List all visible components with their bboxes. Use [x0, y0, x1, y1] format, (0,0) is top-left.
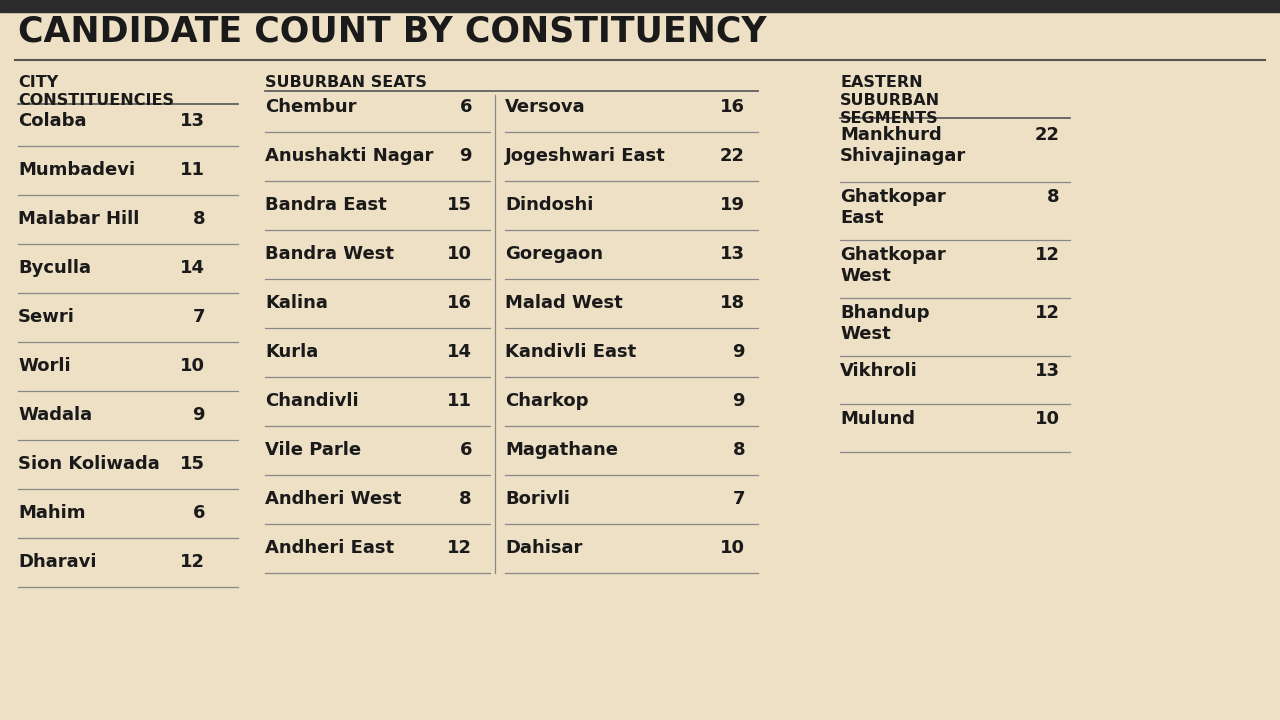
Text: Kalina: Kalina [265, 294, 328, 312]
Text: 14: 14 [180, 259, 205, 277]
Text: 8: 8 [460, 490, 472, 508]
Text: 7: 7 [732, 490, 745, 508]
Text: 12: 12 [1036, 246, 1060, 264]
Text: Bhandup
West: Bhandup West [840, 304, 929, 343]
Text: 8: 8 [192, 210, 205, 228]
Text: 9: 9 [732, 343, 745, 361]
Text: CANDIDATE COUNT BY CONSTITUENCY: CANDIDATE COUNT BY CONSTITUENCY [18, 15, 767, 49]
Text: 7: 7 [192, 308, 205, 326]
Text: Dharavi: Dharavi [18, 553, 96, 571]
Text: 9: 9 [192, 406, 205, 424]
Text: 8: 8 [732, 441, 745, 459]
Text: 19: 19 [719, 196, 745, 214]
Text: Worli: Worli [18, 357, 70, 375]
Text: Jogeshwari East: Jogeshwari East [506, 147, 666, 165]
Text: Bandra West: Bandra West [265, 245, 394, 263]
Text: 6: 6 [460, 98, 472, 116]
Text: Bandra East: Bandra East [265, 196, 387, 214]
Text: 16: 16 [447, 294, 472, 312]
Text: 10: 10 [447, 245, 472, 263]
Text: Anushakti Nagar: Anushakti Nagar [265, 147, 434, 165]
Text: Dindoshi: Dindoshi [506, 196, 594, 214]
Text: CITY
CONSTITUENCIES: CITY CONSTITUENCIES [18, 75, 174, 108]
Text: 6: 6 [192, 504, 205, 522]
Text: Sewri: Sewri [18, 308, 74, 326]
Text: Mumbadevi: Mumbadevi [18, 161, 136, 179]
Text: Andheri East: Andheri East [265, 539, 394, 557]
Text: 11: 11 [447, 392, 472, 410]
Text: 22: 22 [1036, 126, 1060, 144]
Text: Magathane: Magathane [506, 441, 618, 459]
Text: Chandivli: Chandivli [265, 392, 358, 410]
Text: Byculla: Byculla [18, 259, 91, 277]
Text: Mankhurd
Shivajinagar: Mankhurd Shivajinagar [840, 126, 966, 165]
Text: 10: 10 [1036, 410, 1060, 428]
Text: Versova: Versova [506, 98, 586, 116]
Text: 8: 8 [1047, 188, 1060, 206]
Text: Mahim: Mahim [18, 504, 86, 522]
Text: Dahisar: Dahisar [506, 539, 582, 557]
Text: 16: 16 [719, 98, 745, 116]
Text: Chembur: Chembur [265, 98, 357, 116]
Text: 15: 15 [447, 196, 472, 214]
Text: 22: 22 [719, 147, 745, 165]
Text: Colaba: Colaba [18, 112, 87, 130]
Text: 9: 9 [732, 392, 745, 410]
Text: Borivli: Borivli [506, 490, 570, 508]
Text: 14: 14 [447, 343, 472, 361]
Text: Wadala: Wadala [18, 406, 92, 424]
Text: Vile Parle: Vile Parle [265, 441, 361, 459]
Text: Andheri West: Andheri West [265, 490, 402, 508]
Text: 12: 12 [180, 553, 205, 571]
Text: 13: 13 [1036, 362, 1060, 380]
Text: Charkop: Charkop [506, 392, 589, 410]
Text: 12: 12 [1036, 304, 1060, 322]
Text: 11: 11 [180, 161, 205, 179]
Text: 10: 10 [180, 357, 205, 375]
Text: 9: 9 [460, 147, 472, 165]
Text: Ghatkopar
East: Ghatkopar East [840, 188, 946, 227]
Text: Kurla: Kurla [265, 343, 319, 361]
Text: 18: 18 [719, 294, 745, 312]
Text: Malabar Hill: Malabar Hill [18, 210, 140, 228]
Text: Malad West: Malad West [506, 294, 623, 312]
Text: Mulund: Mulund [840, 410, 915, 428]
Text: 13: 13 [180, 112, 205, 130]
Text: 12: 12 [447, 539, 472, 557]
Text: SUBURBAN SEATS: SUBURBAN SEATS [265, 75, 426, 90]
Bar [0, 0, 1280, 12]
Text: EASTERN
SUBURBAN
SEGMENTS: EASTERN SUBURBAN SEGMENTS [840, 75, 940, 126]
Text: 13: 13 [719, 245, 745, 263]
Text: Sion Koliwada: Sion Koliwada [18, 455, 160, 473]
Text: 10: 10 [719, 539, 745, 557]
Text: Vikhroli: Vikhroli [840, 362, 918, 380]
Text: Kandivli East: Kandivli East [506, 343, 636, 361]
Text: Ghatkopar
West: Ghatkopar West [840, 246, 946, 285]
Text: 15: 15 [180, 455, 205, 473]
Text: 6: 6 [460, 441, 472, 459]
Text: Goregaon: Goregaon [506, 245, 603, 263]
